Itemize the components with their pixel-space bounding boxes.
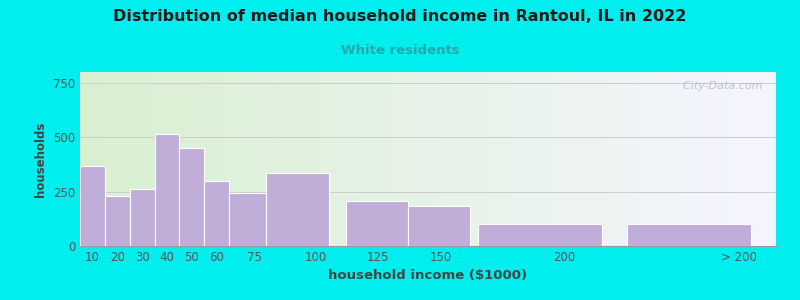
Bar <box>346 201 408 246</box>
Bar <box>130 190 154 246</box>
Text: White residents: White residents <box>341 44 459 56</box>
Bar <box>105 196 130 246</box>
Bar <box>627 224 751 246</box>
Bar <box>229 193 266 246</box>
Text: Distribution of median household income in Rantoul, IL in 2022: Distribution of median household income … <box>114 9 686 24</box>
Bar <box>179 148 204 246</box>
Bar <box>266 173 329 246</box>
Bar <box>204 181 229 246</box>
Text: City-Data.com: City-Data.com <box>675 81 762 91</box>
Bar <box>154 134 179 246</box>
Y-axis label: households: households <box>34 121 47 197</box>
Bar <box>408 206 470 246</box>
X-axis label: household income ($1000): household income ($1000) <box>329 269 527 282</box>
Bar <box>80 166 105 246</box>
Bar <box>478 224 602 246</box>
